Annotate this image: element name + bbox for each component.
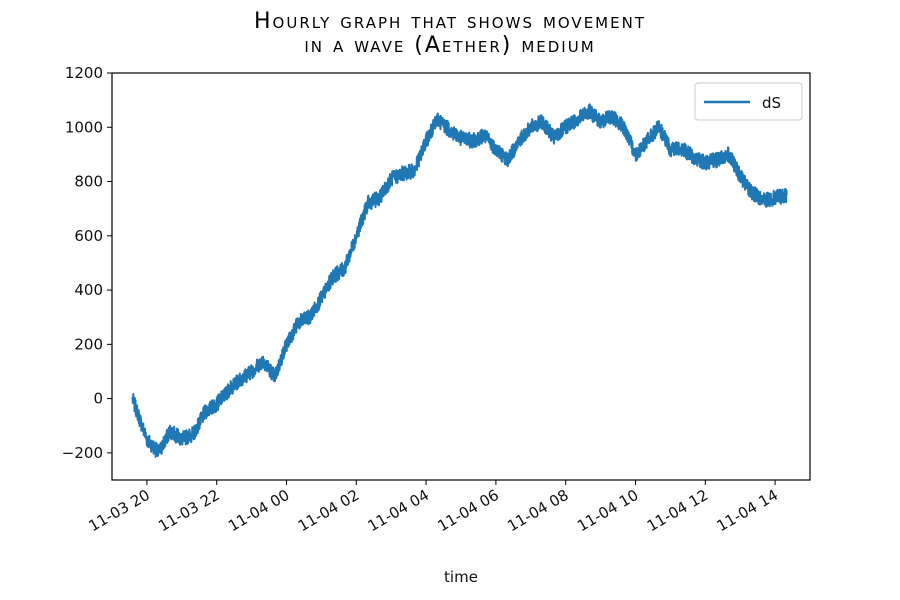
chart-title-line-2: in a wave (Aether) medium <box>304 33 596 58</box>
x-tick-label: 11-04 00 <box>225 486 292 535</box>
plot-frame <box>111 72 811 481</box>
legend: dS <box>694 82 803 121</box>
y-tick-label: 1200 <box>65 64 103 82</box>
x-tick-label: 11-04 12 <box>644 486 711 535</box>
chart-title-line-1: Hourly graph that shows movement <box>254 9 646 34</box>
y-tick-label: −200 <box>62 444 103 462</box>
series-line-dS <box>131 103 788 458</box>
legend-label: dS <box>762 94 781 112</box>
x-axis: 11-03 20 11-03 22 11-04 00 11-04 02 11-04 04… <box>85 480 781 535</box>
x-tick-label: 11-03 20 <box>85 486 152 535</box>
x-tick-label: 11-04 04 <box>365 486 432 535</box>
y-tick-label: 600 <box>74 227 103 245</box>
x-tick-label: 11-04 08 <box>504 486 571 535</box>
x-tick-label: 11-04 10 <box>574 486 641 535</box>
y-tick-label: 200 <box>74 335 103 353</box>
plot-area <box>131 103 788 458</box>
y-axis: −200 0 200 400 600 800 1000 1200 <box>62 64 112 462</box>
y-tick-label: 800 <box>74 173 103 191</box>
x-tick-label: 11-04 14 <box>714 486 781 535</box>
y-tick-label: 0 <box>93 390 103 408</box>
y-tick-label: 1000 <box>65 118 103 136</box>
x-axis-label: time <box>444 568 478 586</box>
x-tick-label: 11-04 06 <box>434 486 501 535</box>
y-tick-label: 400 <box>74 281 103 299</box>
x-tick-label: 11-03 22 <box>155 486 222 535</box>
x-tick-label: 11-04 02 <box>295 486 362 535</box>
